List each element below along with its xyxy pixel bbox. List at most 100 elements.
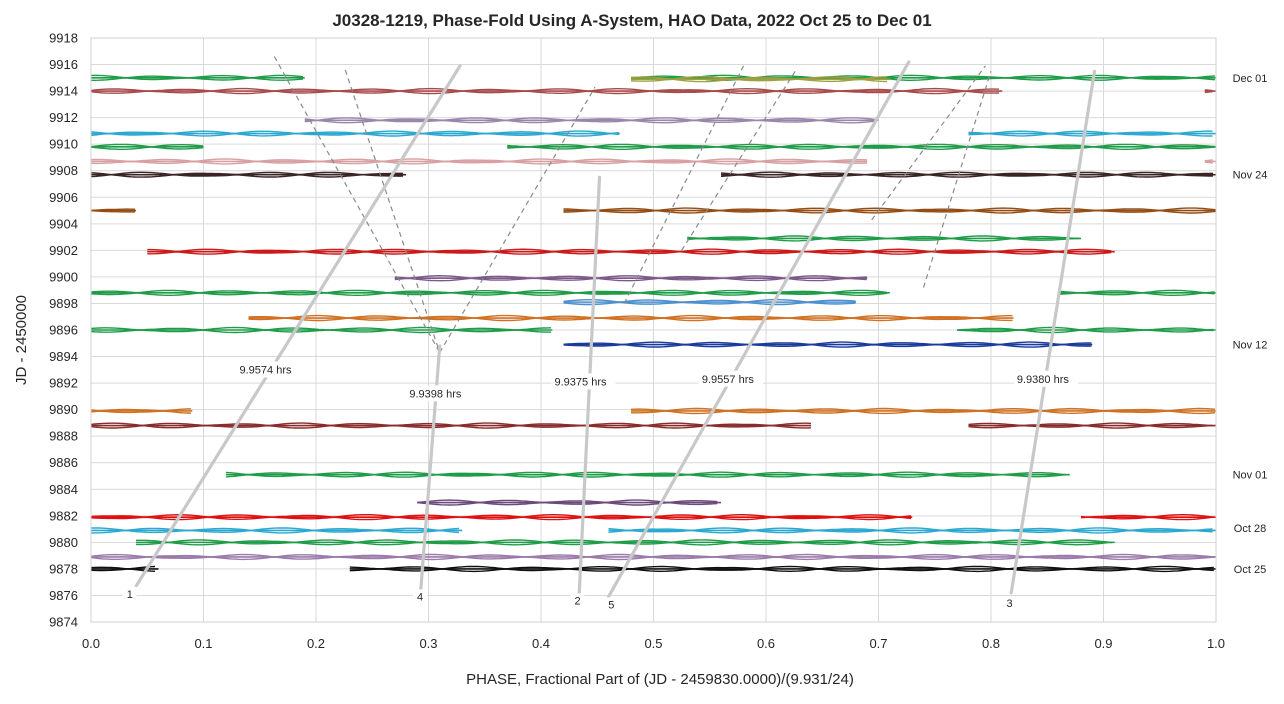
dashed-trend-lines (273, 56, 992, 353)
data-track-segment (90, 553, 1216, 561)
date-label: Nov 24 (1233, 170, 1268, 182)
data-track-segment (90, 513, 913, 521)
line-number-label: 5 (608, 599, 614, 611)
x-tick-label: 0.5 (644, 636, 662, 651)
x-tick-label: 0.4 (532, 636, 550, 651)
y-tick-label: 9884 (49, 482, 78, 497)
data-track-segment (248, 314, 1014, 322)
data-track-segment (90, 408, 193, 414)
period-annotation: 9.9380 hrs (1017, 374, 1069, 386)
period-annotation-background (698, 370, 763, 387)
y-tick-label: 9904 (49, 216, 78, 231)
data-track-segment (968, 422, 1216, 429)
data-track-segment (563, 341, 1093, 348)
data-track-segment (957, 326, 1216, 334)
date-label: Dec 01 (1233, 73, 1268, 85)
y-tick-label: 9916 (49, 57, 78, 72)
dashed-trend-line (273, 56, 441, 353)
data-track-segment (1058, 289, 1216, 296)
data-track-line (608, 529, 1213, 534)
data-track-line (630, 74, 1216, 79)
y-tick-label: 9908 (49, 163, 78, 178)
y-tick-label: 9912 (49, 110, 78, 125)
y-tick-label: 9882 (49, 508, 78, 523)
data-track-segment (720, 171, 1216, 178)
x-tick-label: 0.7 (869, 636, 887, 651)
dashed-trend-line (871, 65, 986, 221)
x-tick-label: 0.2 (307, 636, 325, 651)
x-tick-label: 1.0 (1207, 636, 1225, 651)
y-tick-label: 9898 (49, 296, 78, 311)
x-tick-label: 0.8 (982, 636, 1000, 651)
line-label-background (604, 597, 619, 612)
period-annotation: 9.9375 hrs (555, 376, 607, 388)
date-label: Nov 01 (1233, 470, 1268, 482)
data-track-line (608, 527, 1213, 532)
x-tick-label: 0.9 (1094, 636, 1112, 651)
period-annotation: 9.9574 hrs (240, 364, 292, 376)
data-tracks (90, 74, 1216, 573)
data-track-segment (225, 471, 1070, 478)
y-tick-label: 9906 (49, 190, 78, 205)
y-tick-label: 9914 (49, 84, 78, 99)
line-label-background (570, 593, 585, 608)
data-track-segment (968, 130, 1216, 137)
data-track-segment (1080, 514, 1216, 521)
data-track-segment (608, 527, 1216, 534)
line-label-background (122, 586, 137, 601)
data-track-segment (563, 298, 856, 306)
data-track-segment (417, 499, 721, 506)
data-track-segment (90, 87, 1003, 95)
line-number-label: 4 (417, 591, 423, 603)
y-tick-label: 9894 (49, 349, 78, 364)
data-track-line (90, 527, 460, 532)
data-track-segment (90, 422, 812, 429)
data-track-line (248, 317, 1013, 322)
y-tick-label: 9886 (49, 455, 78, 470)
period-annotation: 9.9557 hrs (702, 374, 754, 386)
data-track-line (304, 119, 877, 124)
period-annotation-background (551, 373, 616, 390)
data-track-segment (90, 143, 204, 150)
line-number-label: 2 (574, 595, 580, 607)
data-track-segment (349, 565, 1216, 573)
y-tick-label: 9880 (49, 535, 78, 550)
data-track-line (90, 292, 888, 296)
data-track-line (225, 473, 1067, 478)
data-track-segment (90, 527, 463, 534)
data-track-line (304, 117, 877, 122)
x-tick-label: 0.3 (419, 636, 437, 651)
data-track-segment (90, 171, 406, 178)
y-tick-label: 9900 (49, 269, 78, 284)
y-tick-label: 9874 (49, 615, 78, 630)
y-tick-label: 9888 (49, 429, 78, 444)
data-track-segment (90, 289, 890, 296)
date-label: Oct 25 (1234, 564, 1266, 576)
data-track-segment (1204, 159, 1216, 164)
plot-area-border (90, 37, 1217, 623)
period-annotation-background (406, 385, 471, 402)
data-track-line (90, 171, 403, 176)
data-track-segment (90, 130, 620, 137)
period-annotation-background (236, 361, 301, 378)
data-track-line (225, 471, 1067, 476)
period-annotation: 9.9398 hrs (409, 388, 461, 400)
y-tick-label: 9892 (49, 376, 78, 391)
data-track-segment (90, 158, 868, 165)
y-tick-label: 9918 (49, 31, 78, 46)
data-track-line (90, 289, 888, 294)
data-track-line (1204, 159, 1213, 162)
data-track-segment (90, 74, 305, 81)
dashed-trend-line (922, 71, 992, 288)
date-label: Nov 12 (1233, 340, 1268, 352)
solid-trend-line (606, 60, 911, 599)
solid-trend-line (134, 64, 462, 588)
chart-title: J0328-1219, Phase-Fold Using A-System, H… (332, 11, 931, 30)
tick-labels: 0.0 0.1 0.2 0.3 0.4 0.5 0.6 0.7 0.8 0.9 1.0 9874 987… (49, 31, 1267, 652)
annotations: 9.9574 hrs 9.9398 hrs 9.9375 hrs 9.9557 hrs… (236, 361, 1078, 402)
line-label-background (413, 589, 427, 604)
data-track-segment (147, 248, 1115, 255)
data-track-segment (563, 207, 1216, 214)
